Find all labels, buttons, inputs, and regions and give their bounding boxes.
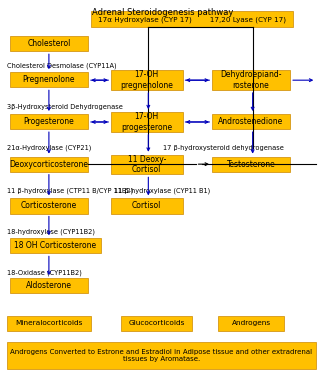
Text: 11 β-hydroxylase (CTP11 B/CYP 11B2): 11 β-hydroxylase (CTP11 B/CYP 11B2) — [7, 188, 133, 195]
FancyBboxPatch shape — [7, 342, 316, 369]
FancyBboxPatch shape — [7, 316, 91, 331]
Text: Cortisol: Cortisol — [132, 201, 161, 211]
Text: 18-hydroxylase (CYP11B2): 18-hydroxylase (CYP11B2) — [7, 228, 95, 235]
FancyBboxPatch shape — [218, 316, 284, 331]
FancyBboxPatch shape — [111, 155, 183, 174]
Text: Androstenedione: Androstenedione — [218, 117, 284, 126]
Text: 11 Deoxy-
Cortisol: 11 Deoxy- Cortisol — [127, 155, 166, 174]
Text: Pregnenolone: Pregnenolone — [22, 75, 75, 84]
Text: 17-OH
pregnenolone: 17-OH pregnenolone — [120, 70, 173, 90]
Text: 11 β-hydroxylase (CYP11 B1): 11 β-hydroxylase (CYP11 B1) — [114, 188, 210, 195]
Text: 17 β-hydroxysteroid dehydrogenase: 17 β-hydroxysteroid dehydrogenase — [163, 145, 284, 151]
FancyBboxPatch shape — [10, 114, 88, 129]
FancyBboxPatch shape — [10, 198, 88, 214]
Text: Testosterone: Testosterone — [227, 160, 275, 169]
Text: Adrenal Steroidogenesis pathway: Adrenal Steroidogenesis pathway — [92, 8, 234, 17]
Text: 17-OH
progesterone: 17-OH progesterone — [121, 112, 172, 132]
Text: Aldosterone: Aldosterone — [26, 281, 72, 290]
FancyBboxPatch shape — [212, 157, 290, 172]
FancyBboxPatch shape — [10, 157, 88, 172]
Text: Corticosterone: Corticosterone — [21, 201, 77, 211]
Text: Glucocorticoids: Glucocorticoids — [128, 320, 185, 326]
Text: Progesterone: Progesterone — [23, 117, 74, 126]
Text: Cholesterol Desmolase (CYP11A): Cholesterol Desmolase (CYP11A) — [7, 62, 116, 69]
Text: Androgens: Androgens — [231, 320, 271, 326]
Text: Cholesterol: Cholesterol — [27, 39, 71, 48]
Text: Dehydroepiand-
rosterone: Dehydroepiand- rosterone — [220, 70, 282, 90]
FancyBboxPatch shape — [111, 198, 183, 214]
FancyBboxPatch shape — [10, 278, 88, 293]
FancyBboxPatch shape — [111, 112, 183, 132]
FancyBboxPatch shape — [10, 238, 101, 253]
Text: Androgens Converted to Estrone and Estradiol in Adipose tissue and other extradr: Androgens Converted to Estrone and Estra… — [10, 349, 312, 362]
Text: 3β-Hydroxysteroid Dehydrogenase: 3β-Hydroxysteroid Dehydrogenase — [7, 104, 122, 110]
Text: Deoxycorticosterone: Deoxycorticosterone — [9, 160, 88, 169]
FancyBboxPatch shape — [91, 11, 293, 27]
Text: 18-Oxidase (CYP11B2): 18-Oxidase (CYP11B2) — [7, 269, 82, 276]
FancyBboxPatch shape — [121, 316, 192, 331]
FancyBboxPatch shape — [212, 114, 290, 129]
Text: 21α-Hydroxylase (CYP21): 21α-Hydroxylase (CYP21) — [7, 145, 91, 152]
Text: 17α Hydroxylase (CYP 17)        17,20 Lyase (CYP 17): 17α Hydroxylase (CYP 17) 17,20 Lyase (CY… — [98, 16, 286, 23]
FancyBboxPatch shape — [212, 70, 290, 90]
FancyBboxPatch shape — [10, 36, 88, 51]
FancyBboxPatch shape — [111, 70, 183, 90]
Text: Mineralocorticoids: Mineralocorticoids — [15, 320, 82, 326]
FancyBboxPatch shape — [10, 72, 88, 87]
Text: 18 OH Corticosterone: 18 OH Corticosterone — [14, 241, 96, 250]
